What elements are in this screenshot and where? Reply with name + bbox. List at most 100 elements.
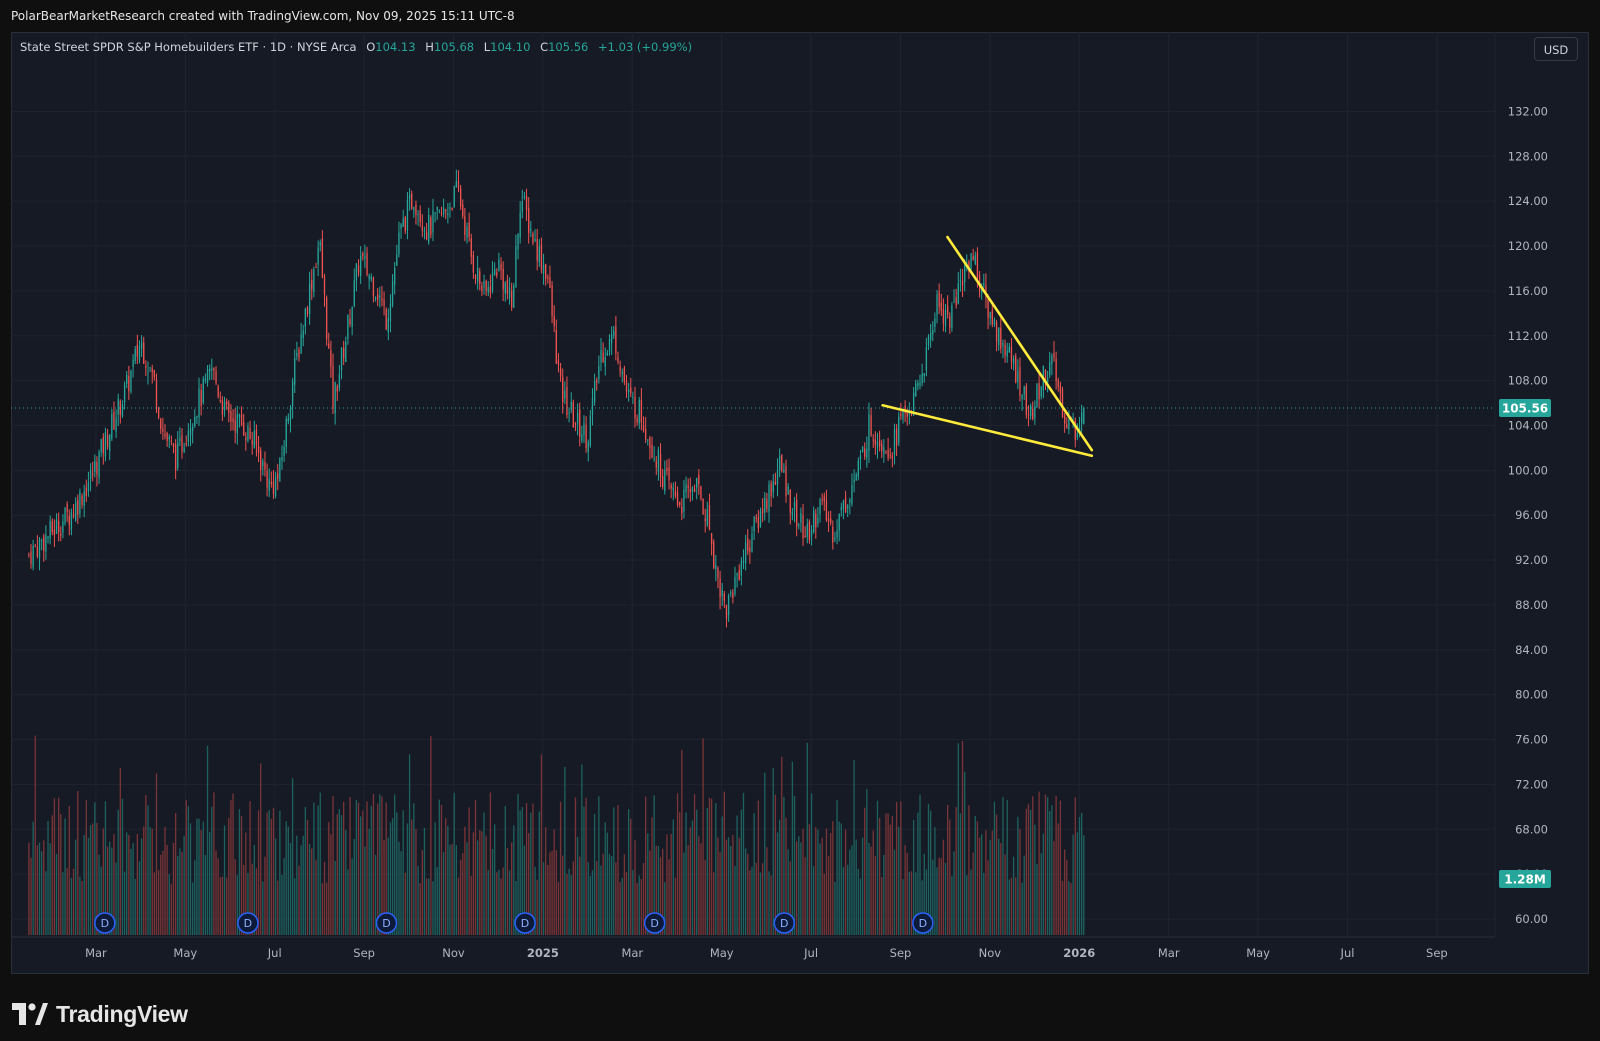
candle-body xyxy=(445,209,447,211)
candle-body xyxy=(47,536,49,539)
volume-bar xyxy=(1070,883,1072,935)
candle-body xyxy=(96,461,98,475)
candle-body xyxy=(464,216,466,235)
candle-body xyxy=(912,392,915,416)
volume-bar xyxy=(989,839,991,935)
candle-body xyxy=(727,596,730,616)
volume-bar xyxy=(547,865,549,935)
volume-bar xyxy=(136,833,139,935)
dividend-marker[interactable]: D xyxy=(237,912,259,934)
candle-body xyxy=(598,366,600,380)
volume-bar xyxy=(451,843,453,935)
volume-bar xyxy=(177,855,179,935)
volume-bar xyxy=(32,821,34,935)
candle-body xyxy=(1021,394,1023,399)
y-tick-label: 80.00 xyxy=(1515,688,1548,702)
candle-body xyxy=(638,399,640,424)
dividend-marker[interactable]: D xyxy=(643,912,666,934)
candle-body xyxy=(185,443,187,445)
dividend-marker[interactable]: D xyxy=(912,912,934,934)
volume-bar xyxy=(66,868,68,935)
volume-bar xyxy=(1004,854,1006,935)
volume-bar xyxy=(674,877,677,935)
candle-body xyxy=(304,308,307,327)
candle-body xyxy=(149,367,151,369)
dividend-marker[interactable]: D xyxy=(514,912,536,934)
x-tick-label: Jul xyxy=(803,946,818,960)
tradingview-logo[interactable]: TradingView xyxy=(12,1000,188,1028)
volume-bar xyxy=(515,881,517,935)
candle-body xyxy=(998,327,1000,346)
candle-body xyxy=(602,352,604,363)
volume-bar xyxy=(264,856,266,935)
volume-bar xyxy=(98,854,100,935)
candle-body xyxy=(396,254,398,266)
volume-bar xyxy=(925,869,928,935)
volume-bar xyxy=(791,761,794,935)
volume-bar xyxy=(861,837,864,935)
dividend-marker[interactable]: D xyxy=(94,912,116,934)
candle-body xyxy=(636,418,638,423)
volume-bar xyxy=(606,832,609,935)
volume-bar xyxy=(94,802,96,935)
dividend-marker[interactable]: D xyxy=(773,912,796,934)
candle-body xyxy=(264,462,266,470)
candle-body xyxy=(619,366,621,372)
volume-bar xyxy=(766,847,768,935)
volume-bar xyxy=(915,872,917,935)
volume-bar xyxy=(987,860,989,935)
volume-bar xyxy=(104,801,107,935)
candle-body xyxy=(545,264,547,279)
candle-body xyxy=(915,383,917,397)
volume-bar xyxy=(287,826,290,935)
y-tick-label: 92.00 xyxy=(1515,553,1548,567)
candle-body xyxy=(1017,370,1019,382)
candle-body xyxy=(740,561,743,576)
volume-bar xyxy=(213,792,215,935)
candle-body xyxy=(587,441,589,452)
candle-body xyxy=(113,412,115,430)
volume-bar xyxy=(559,801,562,935)
volume-bar xyxy=(474,800,477,935)
candle-body xyxy=(519,212,521,238)
volume-bar xyxy=(995,814,998,935)
candle-body xyxy=(228,402,230,413)
candle-body xyxy=(719,578,721,598)
candle-body xyxy=(234,420,236,432)
candle-body xyxy=(738,570,740,580)
candle-body xyxy=(255,429,258,446)
volume-bar xyxy=(666,834,668,935)
price-chart[interactable]: 132.00 128.00 124.00 120.00 116.00 112.00 108.… xyxy=(11,32,1589,974)
candle-body xyxy=(753,516,755,532)
volume-bar xyxy=(972,852,974,935)
candle-body xyxy=(613,330,615,336)
candle-body xyxy=(823,496,825,501)
volume-bar xyxy=(983,872,985,935)
volume-bar xyxy=(417,865,419,935)
dividend-marker[interactable]: D xyxy=(375,912,398,934)
candle-body xyxy=(857,460,859,477)
candle-body xyxy=(408,194,411,200)
candle-body xyxy=(1044,370,1047,385)
candle-body xyxy=(1019,367,1021,396)
volume-bar xyxy=(730,845,732,935)
candle-body xyxy=(774,481,777,485)
currency-button[interactable]: USD xyxy=(1534,37,1578,61)
volume-bar xyxy=(589,876,592,935)
volume-bar xyxy=(226,877,228,935)
volume-bar xyxy=(283,857,285,935)
volume-bar xyxy=(487,870,489,935)
volume-bar xyxy=(345,829,347,935)
volume-bar xyxy=(985,830,987,935)
volume-bar xyxy=(232,793,234,935)
volume-bar xyxy=(198,818,200,935)
volume-bar xyxy=(957,743,959,935)
volume-bar xyxy=(955,807,957,935)
volume-bar xyxy=(545,827,547,935)
volume-bar xyxy=(130,848,132,935)
volume-bar xyxy=(876,800,879,935)
candle-body xyxy=(736,573,738,576)
volume-bar xyxy=(968,805,970,935)
candle-body xyxy=(402,218,404,227)
candle-body xyxy=(1059,385,1062,393)
